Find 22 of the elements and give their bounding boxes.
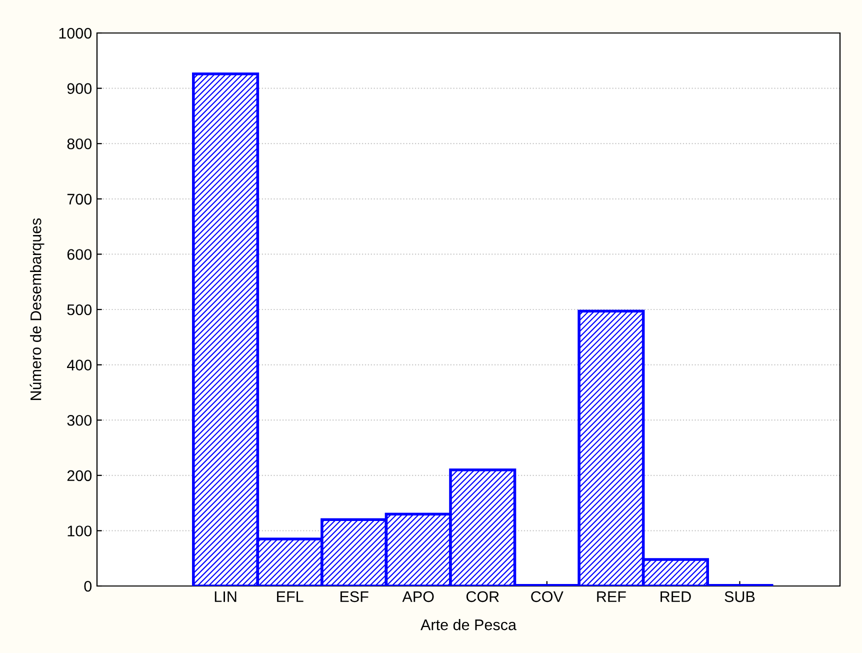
x-tick-label: COV bbox=[531, 591, 564, 602]
x-tick-label: APO bbox=[402, 591, 434, 602]
x-tick-label: COR bbox=[466, 591, 499, 602]
y-tick-label: 600 bbox=[67, 249, 92, 260]
y-tick-label: 300 bbox=[67, 414, 92, 426]
x-tick-label: ESF bbox=[340, 591, 368, 602]
x-tick-label: EFL bbox=[277, 591, 304, 602]
y-tick-label: 400 bbox=[67, 360, 92, 370]
x-tick-label: SUB bbox=[724, 591, 755, 602]
x-tick-label: LIN bbox=[214, 591, 236, 602]
y-tick-label: 200 bbox=[67, 470, 92, 482]
y-tick-label: 900 bbox=[67, 83, 92, 94]
y-tick-label: 0 bbox=[84, 580, 92, 592]
y-tick-label: 700 bbox=[67, 194, 92, 205]
x-tick-label: REF bbox=[597, 591, 626, 602]
x-tick-label: RED bbox=[660, 591, 691, 602]
y-axis-title: Número de Desembarques bbox=[30, 218, 44, 400]
y-tick-label: 800 bbox=[67, 138, 92, 150]
x-axis-title: Arte de Pesca bbox=[420, 618, 516, 630]
y-tick-label: 100 bbox=[68, 526, 92, 536]
y-tick-label: 1000 bbox=[59, 28, 92, 39]
y-tick-label: 500 bbox=[67, 304, 92, 316]
